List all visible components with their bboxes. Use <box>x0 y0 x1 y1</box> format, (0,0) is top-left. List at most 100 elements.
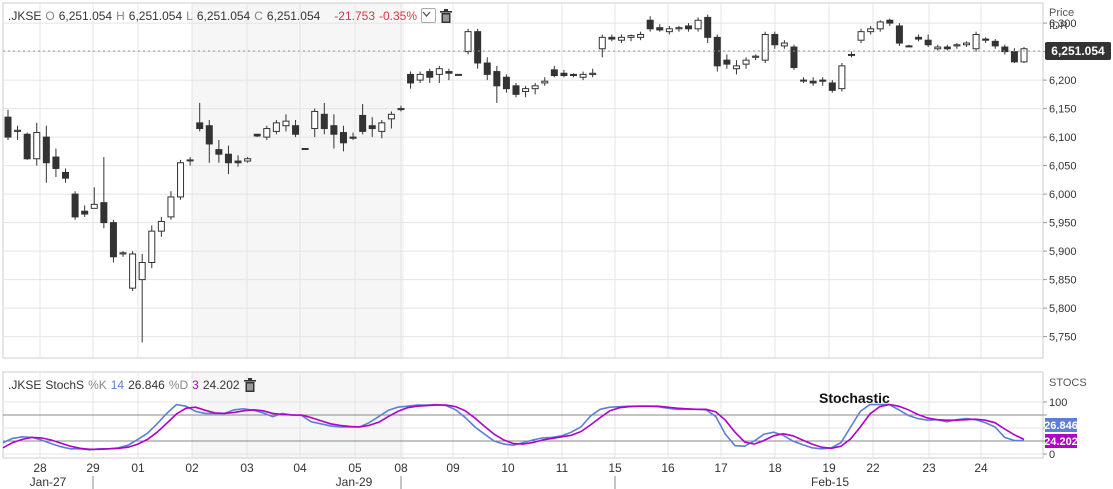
candle <box>234 160 242 164</box>
price-tick-label: 6,000 <box>1049 189 1077 201</box>
candle <box>445 71 453 74</box>
x-tick-label: 10 <box>501 461 515 475</box>
symbol-name: .JKSE <box>8 8 42 23</box>
close-value: 6,251.054 <box>266 8 321 23</box>
candle <box>752 55 760 58</box>
candle <box>33 132 41 160</box>
candle <box>138 262 146 281</box>
candle <box>4 116 12 138</box>
candle <box>675 27 683 30</box>
candle <box>1020 48 1028 63</box>
k-value-badge <box>1045 418 1077 432</box>
d-badge-label: 24.202 <box>1044 436 1078 448</box>
candle <box>301 148 309 150</box>
candle <box>541 80 549 84</box>
candle <box>464 31 472 53</box>
month-label: Feb-15 <box>811 475 849 489</box>
candle <box>71 193 79 218</box>
candle <box>23 133 31 160</box>
d-period: 3 <box>192 378 199 392</box>
x-tick-label: 09 <box>446 461 460 475</box>
trash-icon[interactable] <box>440 8 453 23</box>
candle <box>924 39 932 46</box>
candle <box>502 76 510 90</box>
candle <box>589 72 597 75</box>
candle <box>109 222 117 258</box>
x-tick-label: 24 <box>974 461 988 475</box>
x-tick-label: 01 <box>131 461 145 475</box>
candle <box>982 38 990 41</box>
price-tick-label: 6,150 <box>1049 104 1077 116</box>
chevron-down-icon[interactable] <box>421 8 437 23</box>
candle <box>272 122 280 132</box>
candle <box>157 220 165 232</box>
x-tick-label: 15 <box>608 461 622 475</box>
candle <box>742 59 750 65</box>
x-tick-label: 17 <box>714 461 728 475</box>
x-tick-label: 22 <box>866 461 880 475</box>
candle <box>407 73 415 84</box>
candle <box>454 73 462 76</box>
candle <box>387 113 395 120</box>
candle <box>886 19 894 24</box>
candle <box>915 36 923 40</box>
candle <box>81 210 89 215</box>
x-tick-label: 05 <box>348 461 362 475</box>
candle <box>205 125 213 145</box>
candle <box>186 159 194 162</box>
candle <box>704 16 712 38</box>
open-value: 6,251.054 <box>58 8 113 23</box>
candle <box>378 122 386 132</box>
candle <box>349 136 357 139</box>
candle <box>847 53 855 56</box>
candle <box>962 42 970 46</box>
price-tick-label: 5,950 <box>1049 218 1077 230</box>
candle <box>522 88 530 93</box>
candle <box>196 122 204 130</box>
candle <box>828 82 836 91</box>
candle <box>943 46 951 50</box>
candle <box>531 85 539 90</box>
price-tick-label: 5,800 <box>1049 303 1077 315</box>
candle <box>177 162 185 198</box>
candle <box>483 62 491 75</box>
candle <box>1001 46 1009 53</box>
high-label: H <box>116 8 125 23</box>
trash-icon[interactable] <box>243 378 257 392</box>
candle <box>359 114 367 132</box>
stoch-name: StochS <box>45 378 85 392</box>
candle <box>780 42 788 47</box>
candle <box>627 35 635 38</box>
price-tick-label: 5,900 <box>1049 246 1077 258</box>
candle <box>167 196 175 218</box>
candle <box>100 202 108 224</box>
candle <box>665 28 673 33</box>
price-tick-label: 6,300 <box>1049 18 1077 30</box>
x-tick-label: 03 <box>240 461 254 475</box>
candle <box>244 158 252 162</box>
price-pane-border <box>2 2 1044 359</box>
candle <box>838 65 846 90</box>
x-tick-label: 08 <box>394 461 408 475</box>
candle <box>1010 51 1018 63</box>
candle <box>685 25 693 30</box>
candle <box>800 79 808 82</box>
candle <box>656 27 664 31</box>
candle <box>311 110 319 130</box>
price-tick-label: 6,050 <box>1049 161 1077 173</box>
candle <box>119 252 127 255</box>
close-label: C <box>254 8 263 23</box>
candle <box>320 113 328 130</box>
candle <box>129 253 137 289</box>
candle <box>771 34 779 46</box>
d-value-badge <box>1045 434 1077 448</box>
candle <box>330 125 338 135</box>
candle <box>608 36 616 40</box>
candle <box>493 71 501 87</box>
candle <box>876 21 884 30</box>
candle <box>761 34 769 61</box>
candle <box>867 28 875 33</box>
candle <box>617 36 625 41</box>
